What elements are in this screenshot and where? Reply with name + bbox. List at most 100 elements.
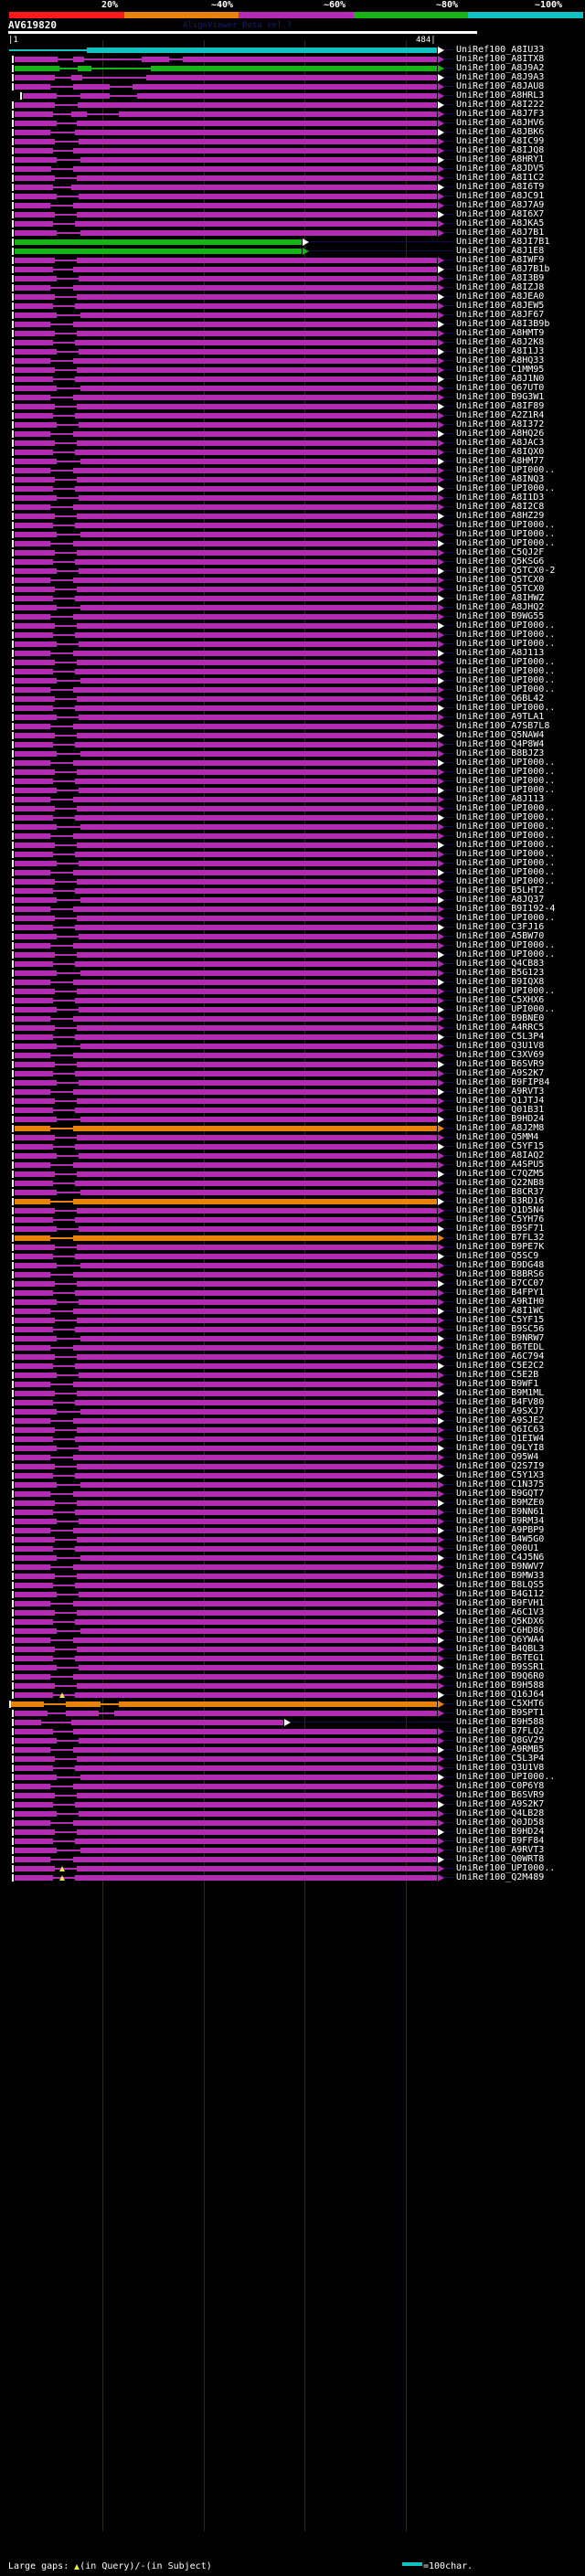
alignment-row[interactable]: UniRef100_UPI000.. [0,849,585,859]
hit-accession-label[interactable]: UniRef100_A8I372 [456,419,545,429]
alignment-row[interactable]: UniRef100_B6TEG1 [0,1653,585,1663]
hit-accession-label[interactable]: UniRef100_UPI000.. [456,465,556,475]
alignment-row[interactable]: UniRef100_B9SF71 [0,1224,585,1234]
alignment-row[interactable]: UniRef100_B9SSR1 [0,1662,585,1672]
hit-accession-label[interactable]: UniRef100_B9Q6R0 [456,1671,545,1681]
hit-accession-label[interactable]: UniRef100_UPI000.. [456,657,556,667]
hit-accession-label[interactable]: UniRef100_Q16J64 [456,1690,545,1700]
alignment-row[interactable]: UniRef100_A8JDV5 [0,164,585,174]
alignment-row[interactable]: UniRef100_A7SB7L8 [0,721,585,731]
alignment-row[interactable]: UniRef100_A8J7B1 [0,228,585,238]
hit-accession-label[interactable]: UniRef100_C5QJ2F [456,547,545,557]
hit-accession-label[interactable]: UniRef100_C5L3P4 [456,1754,545,1764]
hit-accession-label[interactable]: UniRef100_C5E2C2 [456,1361,545,1371]
alignment-row[interactable]: UniRef100_A8IWF9 [0,255,585,265]
alignment-row[interactable]: UniRef100_A8J113 [0,794,585,804]
hit-accession-label[interactable]: UniRef100_Q67UT0 [456,383,545,393]
hit-accession-label[interactable]: UniRef100_Q0JD58 [456,1818,545,1828]
hit-accession-label[interactable]: UniRef100_A9RMB5 [456,1744,545,1754]
hit-accession-label[interactable]: UniRef100_Q1EIW4 [456,1434,545,1444]
alignment-row[interactable]: UniRef100_A8J9A3 [0,72,585,82]
alignment-row[interactable]: UniRef100_C5YH76 [0,1214,585,1224]
alignment-row[interactable]: UniRef100_A9RVT3 [0,1845,585,1855]
hit-accession-label[interactable]: UniRef100_Q4LB28 [456,1808,545,1818]
alignment-row[interactable]: UniRef100_A8J7A9 [0,200,585,210]
alignment-row[interactable]: UniRef100_A6C794 [0,1352,585,1362]
hit-accession-label[interactable]: UniRef100_B6SVR9 [456,1790,545,1800]
alignment-row[interactable]: UniRef100_UPI000.. [0,949,585,959]
alignment-row[interactable]: UniRef100_B3RD16 [0,1196,585,1206]
hit-accession-label[interactable]: UniRef100_C5YF15 [456,1315,545,1325]
hit-accession-label[interactable]: UniRef100_A8J113 [456,794,545,804]
hit-accession-label[interactable]: UniRef100_A8ITX8 [456,54,545,64]
hit-accession-label[interactable]: UniRef100_A8IWF9 [456,255,545,265]
hit-accession-label[interactable]: UniRef100_UPI000.. [456,758,556,768]
alignment-row[interactable]: UniRef100_B9DG48 [0,1260,585,1270]
alignment-row[interactable]: UniRef100_C1MM95 [0,365,585,375]
hit-accession-label[interactable]: UniRef100_C5E2B [456,1370,539,1380]
hit-accession-label[interactable]: UniRef100_Q5KDX6 [456,1617,545,1627]
hit-accession-label[interactable]: UniRef100_B9G3W1 [456,392,545,402]
hit-accession-label[interactable]: UniRef100_UPI000.. [456,913,556,923]
hit-accession-label[interactable]: UniRef100_Q1D5N4 [456,1205,545,1215]
hit-accession-label[interactable]: UniRef100_C5L3P4 [456,1032,545,1042]
alignment-row[interactable]: UniRef100_A8JI7B1 [0,237,585,247]
alignment-row[interactable]: UniRef100_UPI000.. [0,620,585,631]
hit-accession-label[interactable]: UniRef100_A8JEA0 [456,292,545,302]
hit-accession-label[interactable]: UniRef100_B9SPT1 [456,1708,545,1718]
alignment-row[interactable]: UniRef100_B9BNE0 [0,1013,585,1023]
alignment-row[interactable]: UniRef100_C5L3P4 [0,1754,585,1764]
hit-accession-label[interactable]: UniRef100_A8IC99 [456,136,545,146]
alignment-row[interactable]: UniRef100_C5E2C2 [0,1361,585,1371]
hit-accession-label[interactable]: UniRef100_A8IF89 [456,401,545,411]
hit-accession-label[interactable]: UniRef100_A8J7B1b [456,264,550,274]
hit-accession-label[interactable]: UniRef100_B9H588 [456,1717,545,1727]
hit-accession-label[interactable]: UniRef100_B9SF71 [456,1224,545,1234]
hit-accession-label[interactable]: UniRef100_A2Z1R4 [456,410,545,420]
hit-accession-label[interactable]: UniRef100_A8J2M8 [456,1123,545,1133]
alignment-row[interactable]: UniRef100_C7QZM5 [0,1169,585,1179]
alignment-row[interactable]: UniRef100_A8JHV6 [0,118,585,128]
alignment-row[interactable]: UniRef100_UPI000.. [0,767,585,777]
alignment-row[interactable]: UniRef100_B8CR37 [0,1187,585,1197]
hit-accession-label[interactable]: UniRef100_A8JDV5 [456,164,545,174]
alignment-row[interactable]: UniRef100_UPI000.. [0,876,585,886]
alignment-row[interactable]: UniRef100_A8I222 [0,100,585,110]
hit-accession-label[interactable]: UniRef100_A8J7B1 [456,228,545,238]
hit-accession-label[interactable]: UniRef100_C5XHT6 [456,1699,545,1709]
alignment-row[interactable]: UniRef100_C5Y1X3 [0,1470,585,1480]
hit-accession-label[interactable]: UniRef100_Q95W4 [456,1452,539,1462]
alignment-row[interactable]: UniRef100_B9IQX8 [0,977,585,987]
alignment-row[interactable]: UniRef100_A8HZ29 [0,511,585,521]
alignment-row[interactable]: UniRef100_A8JEW5 [0,301,585,311]
hit-accession-label[interactable]: UniRef100_B9GQT7 [456,1489,545,1499]
hit-accession-label[interactable]: UniRef100_A8JHV6 [456,118,545,128]
hit-accession-label[interactable]: UniRef100_Q4P8W4 [456,739,545,749]
hit-accession-label[interactable]: UniRef100_Q6BL42 [456,694,545,704]
hit-accession-label[interactable]: UniRef100_A8J113 [456,648,545,658]
alignment-row[interactable]: UniRef100_A8JC91 [0,191,585,201]
hit-accession-label[interactable]: UniRef100_A8JAC3 [456,438,545,448]
hit-accession-label[interactable]: UniRef100_A9RIH0 [456,1297,545,1307]
alignment-row[interactable]: UniRef100_Q16J64 [0,1690,585,1700]
alignment-row[interactable]: UniRef100_B9WG55 [0,611,585,621]
alignment-row[interactable]: UniRef100_B4FV80 [0,1397,585,1407]
hit-accession-label[interactable]: UniRef100_A4SPU5 [456,1160,545,1170]
alignment-row[interactable]: UniRef100_A8HQ26 [0,429,585,439]
alignment-row[interactable]: UniRef100_A8HRY1 [0,154,585,164]
hit-accession-label[interactable]: UniRef100_UPI000.. [456,520,556,530]
hit-accession-label[interactable]: UniRef100_UPI000.. [456,949,556,959]
alignment-row[interactable]: UniRef100_Q2S7I9 [0,1461,585,1471]
hit-accession-label[interactable]: UniRef100_Q1JTJ4 [456,1096,545,1106]
alignment-row[interactable]: UniRef100_C5XHT6 [0,1699,585,1709]
alignment-row[interactable]: UniRef100_A8J113 [0,648,585,658]
hit-accession-label[interactable]: UniRef100_B9WG55 [456,611,545,621]
alignment-row[interactable]: UniRef100_Q0JD58 [0,1818,585,1828]
alignment-row[interactable]: UniRef100_B9HD24 [0,1827,585,1837]
hit-accession-label[interactable]: UniRef100_B4W5G0 [456,1534,545,1544]
hit-accession-label[interactable]: UniRef100_B7CC07 [456,1278,545,1288]
alignment-row[interactable]: UniRef100_A9PBP9 [0,1525,585,1535]
hit-accession-label[interactable]: UniRef100_UPI000.. [456,986,556,996]
hit-accession-label[interactable]: UniRef100_UPI000.. [456,803,556,813]
hit-accession-label[interactable]: UniRef100_UPI000.. [456,483,556,493]
